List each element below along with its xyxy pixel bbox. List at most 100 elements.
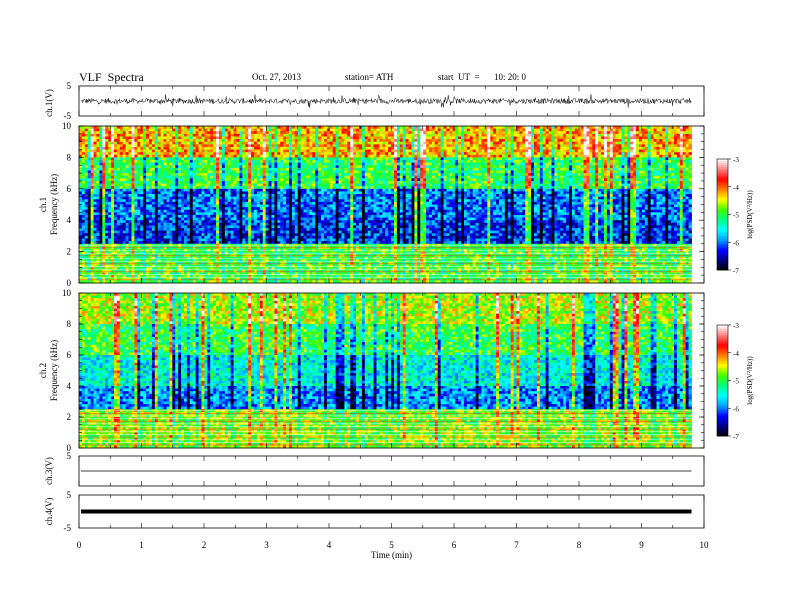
ch1-cell [306, 165, 310, 169]
ch1-cell [224, 191, 229, 195]
ch1-cell [210, 212, 214, 216]
ch1-cell [102, 277, 106, 281]
ch1-cell [151, 269, 156, 273]
ch1-cell [163, 149, 167, 153]
ch1-cell [306, 230, 310, 234]
ch1-cell [166, 126, 170, 130]
ch1-cell [280, 162, 284, 166]
ch1-cell [224, 241, 229, 245]
ch1-cell [213, 165, 217, 169]
ch1-cell [294, 186, 299, 190]
ch1-cell [96, 269, 100, 273]
ch1-cell [195, 194, 199, 198]
ch1-cell [84, 194, 89, 198]
ch1-cell [283, 178, 287, 182]
ch1-cell [227, 146, 232, 150]
ch1-cell [294, 228, 299, 232]
ch1-cell [116, 228, 121, 232]
ch1-cell [227, 241, 232, 245]
ch1-cell [105, 280, 109, 284]
ch1-cell [306, 167, 310, 171]
ch1-cell [315, 275, 319, 279]
ch1-cell [154, 277, 159, 281]
ch1-cell [248, 152, 252, 156]
ch1-cell [146, 214, 150, 218]
ch1-cell [90, 196, 94, 200]
ch1-cell [256, 230, 261, 234]
ch1-cell [151, 267, 156, 271]
ch1-cell [172, 175, 176, 179]
ch1-cell [175, 196, 179, 200]
ch1-cell [134, 144, 138, 148]
ch1-cell [262, 272, 267, 276]
ch1-cell [230, 188, 234, 192]
ch1-cell [207, 152, 211, 156]
ch1-cell [227, 152, 232, 156]
ch1-cell [87, 162, 92, 166]
ch1-cell [300, 188, 304, 192]
ch1-cell [79, 175, 83, 179]
ch1-cell [300, 194, 304, 198]
ch1-cell [134, 204, 138, 208]
ch1-cell [108, 269, 112, 273]
ch1-cell [151, 144, 156, 148]
ch1-cell [268, 199, 272, 203]
ch1-cell [128, 212, 132, 216]
ch1-cell [251, 212, 255, 216]
ch1-cell [277, 199, 281, 203]
ch1-cell [221, 230, 226, 234]
ch1-cell [309, 280, 313, 284]
ch1-cell [140, 272, 144, 276]
ch1-cell [87, 149, 92, 153]
ch1-cell [192, 131, 197, 135]
ch1-cell [192, 222, 197, 226]
ch1-cell [256, 180, 261, 184]
ch1-cell [192, 235, 197, 239]
ch1-cell [294, 136, 299, 140]
ch1-cell [201, 141, 205, 145]
ch1-cell [128, 238, 132, 242]
ch1-cell [207, 228, 211, 232]
ch1-cell [134, 146, 138, 150]
ch1-cell [90, 222, 94, 226]
ch1-cell [131, 230, 135, 234]
ch1-cell [96, 167, 100, 171]
ch1-cell [274, 209, 278, 213]
ch1-cell [189, 201, 194, 205]
ch1-cell [259, 209, 264, 213]
ch1-cell [271, 212, 275, 216]
ch1-cell [175, 209, 179, 213]
ch1-cell [114, 149, 118, 153]
ch1-cell [213, 133, 217, 137]
ch1-cell [233, 225, 237, 229]
ch1-cell [119, 173, 124, 177]
ch1-cell [131, 212, 135, 216]
ch1-cell [315, 222, 319, 226]
ch1-cell [192, 173, 197, 177]
ch1-cell [90, 167, 94, 171]
ch1-cell [274, 133, 278, 137]
ch1-cell [184, 207, 188, 211]
ch1-cell [268, 173, 272, 177]
ch1-cell [297, 241, 302, 245]
ch1-cell [137, 154, 141, 158]
ch1-cell [306, 264, 310, 268]
ch1-cell [280, 277, 284, 281]
ch1-cell [128, 209, 132, 213]
ch1-cell [213, 126, 217, 130]
ch1-cell [146, 165, 150, 169]
ch1-cell [108, 275, 112, 279]
ch1-cell [163, 267, 167, 271]
ch1-cell [283, 201, 287, 205]
ch1-cell [242, 170, 246, 174]
ch1-cell [277, 186, 281, 190]
ch1-cell [306, 144, 310, 148]
ch1-cell [300, 217, 304, 221]
ch1-cell [87, 128, 92, 132]
ch1-cell [166, 207, 170, 211]
ch1-cell [239, 162, 243, 166]
ch1-cell [198, 141, 202, 145]
ch1-cell [93, 183, 97, 187]
ch1-cell [157, 272, 162, 276]
ch1-cell [114, 175, 118, 179]
